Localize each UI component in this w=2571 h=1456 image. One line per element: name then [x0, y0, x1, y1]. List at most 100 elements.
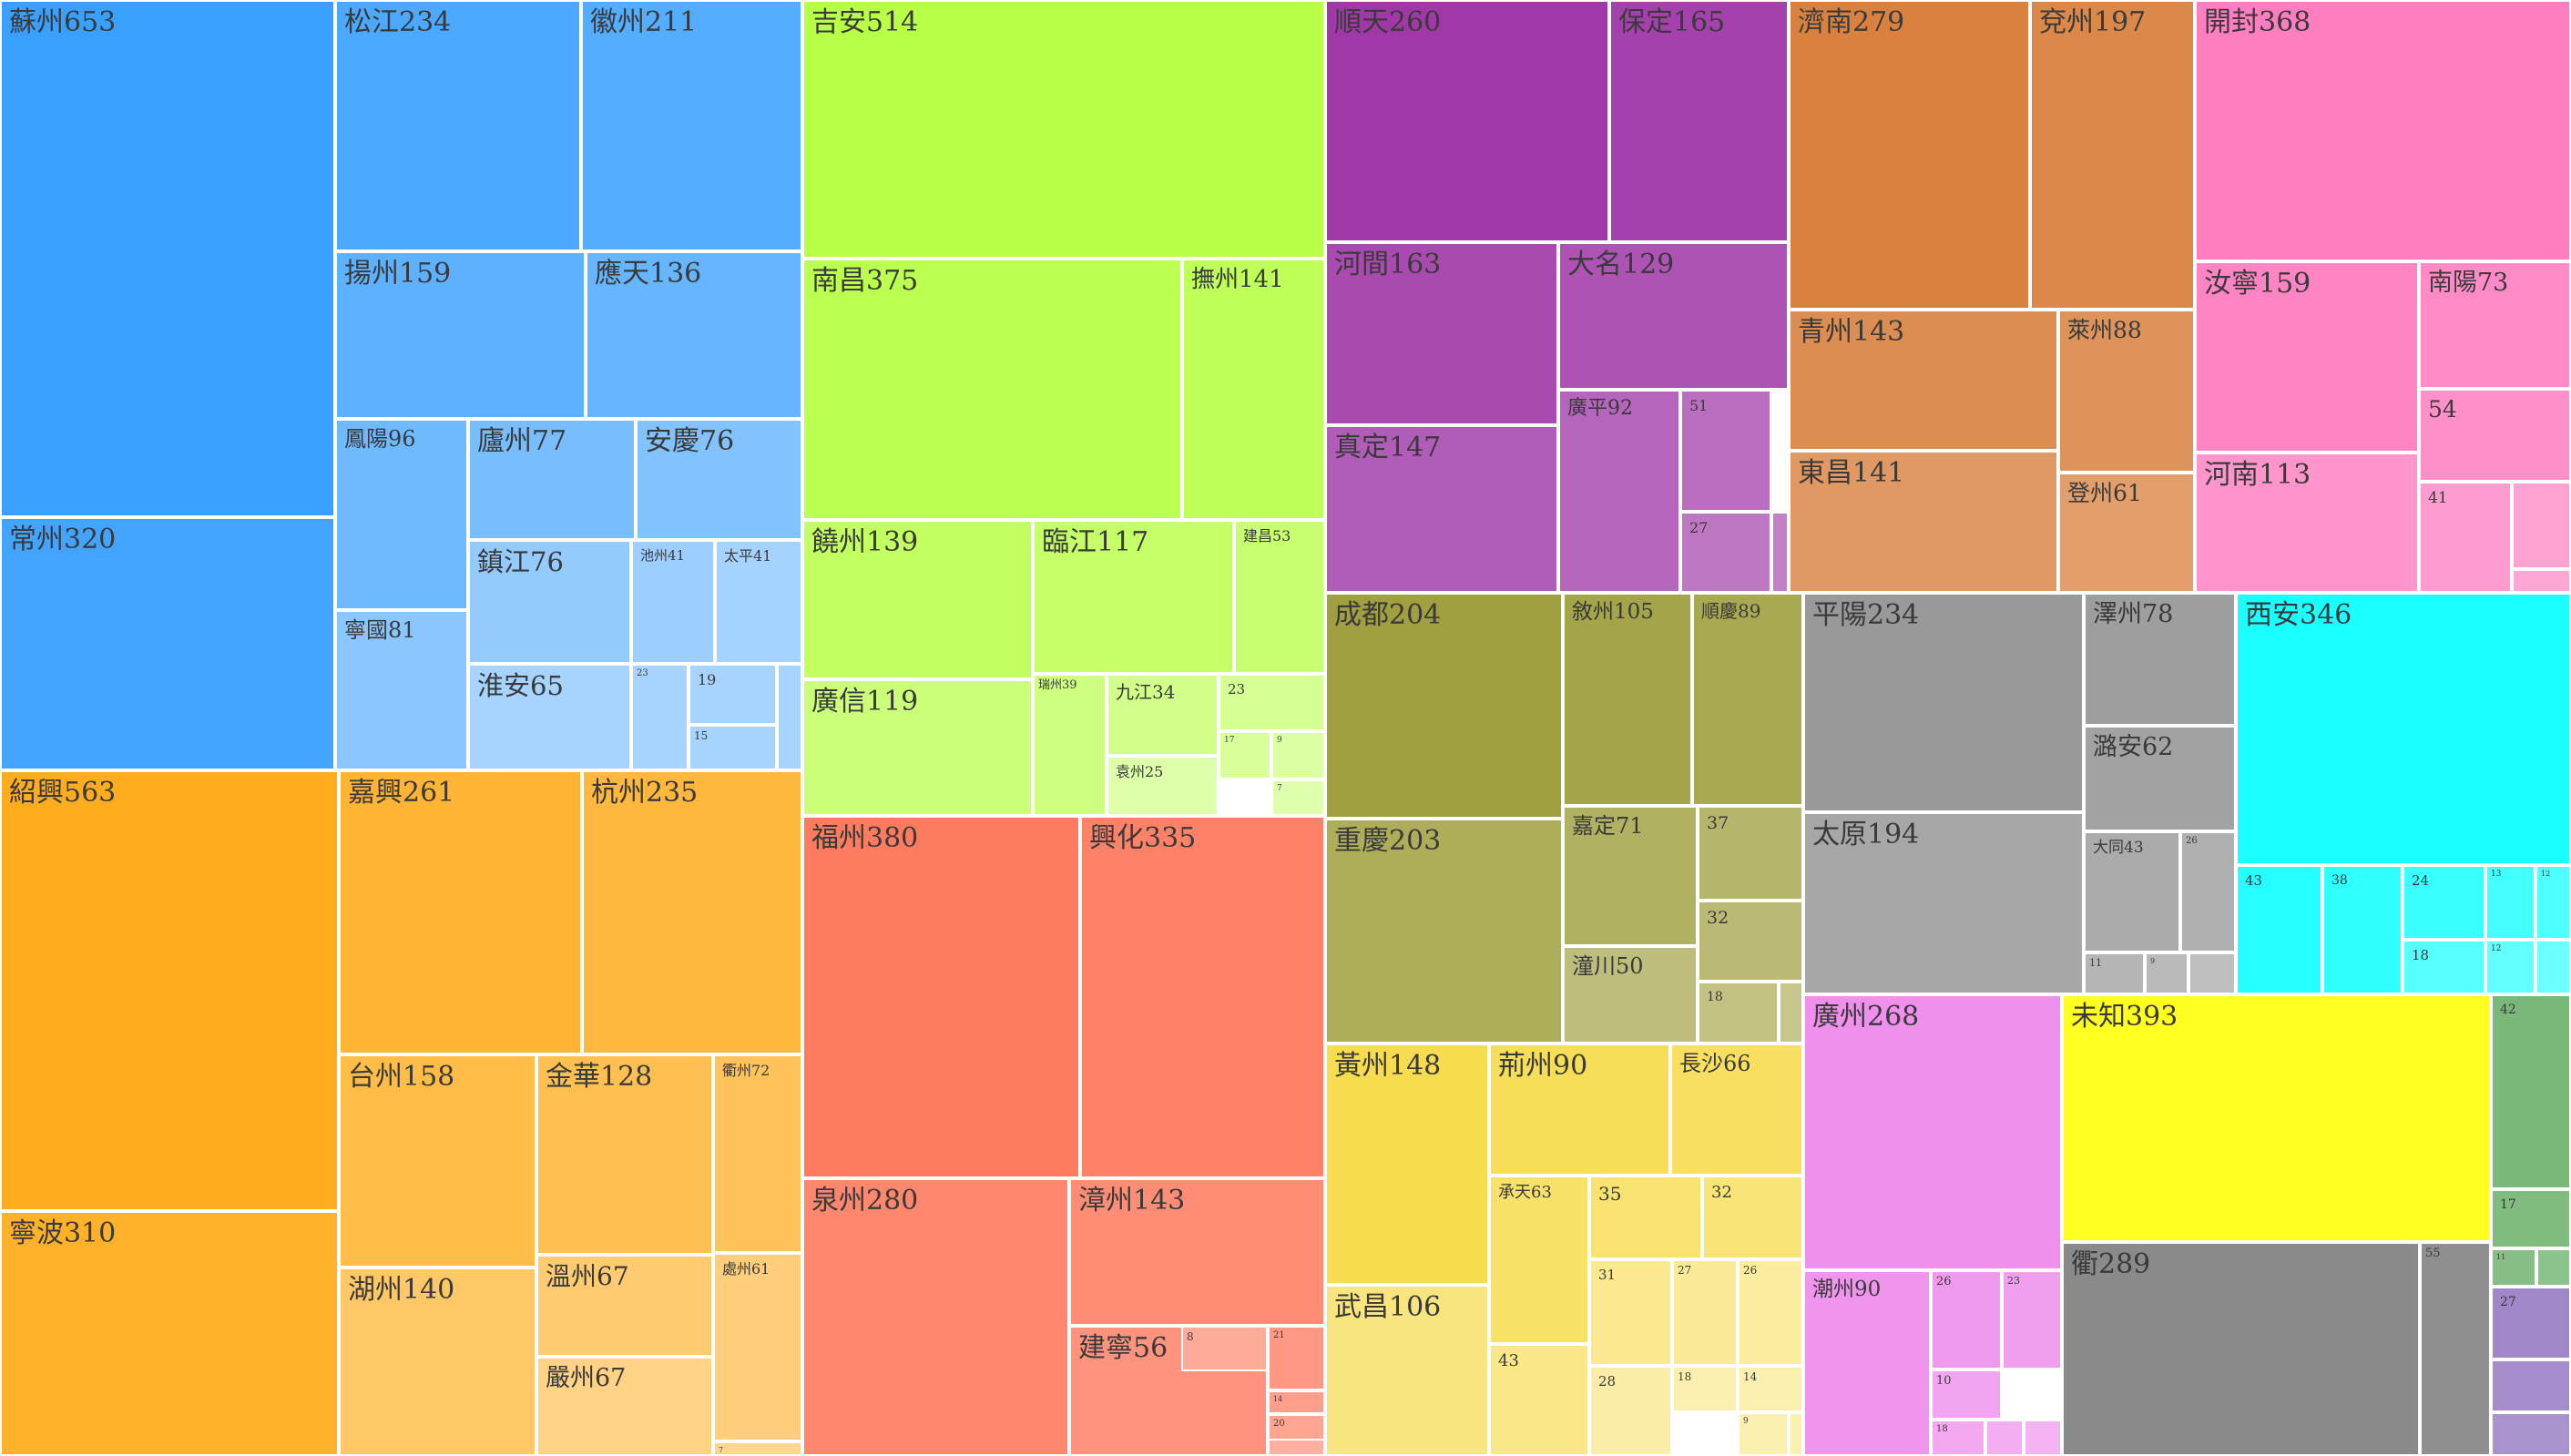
treemap-cell-label: 寧波310: [9, 1217, 117, 1249]
treemap-cell-label: 瑞州39: [1038, 678, 1077, 692]
treemap-cell-label: 安慶76: [645, 425, 735, 457]
treemap-cell: 31: [1589, 1259, 1672, 1366]
treemap-cell: 松江234: [335, 0, 581, 251]
treemap-cell: 11: [2084, 952, 2145, 994]
treemap-cell-label: 開封368: [2204, 6, 2311, 38]
treemap-cell: 鳳陽96: [335, 419, 468, 610]
treemap-cell-label: 14: [1273, 1395, 1283, 1403]
treemap-cell-label: 嚴州67: [546, 1364, 627, 1392]
treemap-cell-label: 台州158: [348, 1061, 455, 1093]
treemap-cell-label: 建寧56: [1078, 1332, 1168, 1364]
treemap-cell: 28: [1589, 1366, 1672, 1456]
treemap-cell: 濟南279: [1789, 0, 2030, 310]
treemap-cell-label: 吉安514: [811, 6, 919, 38]
treemap-cell-label: 泉州280: [811, 1185, 919, 1217]
treemap-cell: 潮州90: [1803, 1270, 1931, 1456]
treemap-cell-label: 撫州141: [1191, 266, 1284, 293]
treemap-cell-label: 18: [1936, 1424, 1948, 1434]
treemap-cell-label: 漳州143: [1078, 1185, 1186, 1217]
treemap-cell-label: 南昌375: [811, 265, 919, 297]
treemap-cell-label: 11: [2089, 957, 2102, 969]
treemap-cell: 應天136: [586, 251, 802, 419]
treemap-cell-label: 真定147: [1334, 432, 1442, 463]
treemap-cell: 32: [1702, 1176, 1803, 1259]
treemap-cell-label: 池州41: [640, 547, 686, 564]
treemap-cell-label: 32: [1711, 1183, 1732, 1202]
treemap-cell-label: 18: [1707, 990, 1723, 1004]
treemap-cell: 9: [1738, 1412, 1789, 1456]
treemap-cell: 河間163: [1325, 242, 1558, 425]
treemap-cell: 廣信119: [802, 679, 1033, 816]
treemap-cell-label: 37: [1707, 813, 1729, 833]
treemap-cell-label: 18: [1678, 1370, 1692, 1383]
treemap-cell: 寧國81: [335, 610, 468, 770]
treemap-cell: 18: [1698, 982, 1779, 1044]
treemap-cell-label: 保定165: [1618, 6, 1726, 38]
treemap-cell-label: 24: [2412, 872, 2430, 889]
treemap-cell-label: 潼川50: [1572, 953, 1644, 979]
treemap-cell-label: 青州143: [1798, 316, 1905, 348]
treemap-cell: 南昌375: [802, 259, 1182, 520]
treemap-cell-label: 廣州268: [1812, 1001, 1920, 1033]
treemap-cell: 19: [689, 664, 777, 725]
treemap-cell: 廣州268: [1803, 994, 2062, 1270]
treemap-cell: 嚴州67: [536, 1357, 713, 1456]
treemap-cell: 蘇州653: [0, 0, 335, 517]
treemap-cell-label: 徽州211: [590, 6, 698, 38]
treemap-cell: 武昌106: [1325, 1285, 1489, 1456]
treemap-cell-label: 21: [1273, 1330, 1285, 1340]
treemap-cell-label: 順天260: [1334, 6, 1442, 38]
treemap-cell-label: 建昌53: [1243, 527, 1291, 545]
treemap-cell: [1985, 1420, 2024, 1456]
treemap-cell: 淮安65: [468, 664, 631, 770]
treemap-cell-label: 平陽234: [1812, 599, 1920, 631]
treemap-cell: 32: [1698, 901, 1803, 982]
treemap-cell: 26: [1738, 1259, 1803, 1366]
treemap-cell: 54: [2419, 389, 2571, 482]
treemap-cell: 27: [1680, 512, 1771, 593]
treemap-cell-label: 19: [698, 671, 717, 688]
treemap-cell: 潼川50: [1563, 946, 1698, 1044]
treemap-cell-label: 26: [2186, 836, 2198, 846]
treemap-cell-label: 萊州88: [2067, 317, 2142, 343]
treemap-cell: [777, 664, 802, 770]
treemap-cell-label: 17: [2500, 1197, 2516, 1212]
treemap-cell-label: 濟南279: [1798, 6, 1905, 38]
treemap-cell: [2188, 952, 2236, 994]
treemap-cell: 26: [2180, 831, 2236, 952]
treemap-cell: 重慶203: [1325, 819, 1563, 1044]
treemap-cell-label: 長沙66: [1679, 1051, 1751, 1076]
treemap-cell-label: 河間163: [1334, 249, 1442, 280]
treemap-cell: 8: [1181, 1326, 1268, 1371]
treemap-cell: 饒州139: [802, 520, 1033, 679]
treemap-cell-label: 潮州90: [1812, 1278, 1882, 1301]
treemap-cell: [1789, 1412, 1803, 1456]
treemap-cell: 14: [1268, 1390, 1325, 1414]
treemap-cell: 潞安62: [2084, 726, 2236, 831]
treemap-cell-label: 51: [1689, 397, 1709, 414]
treemap-cell: 7: [1271, 779, 1325, 816]
treemap-cell: 平陽234: [1803, 593, 2084, 812]
treemap-cell: 登州61: [2058, 473, 2195, 593]
treemap-cell-label: 荊州90: [1498, 1050, 1588, 1082]
treemap-cell-label: 55: [2425, 1247, 2441, 1260]
treemap-cell: 瑞州39: [1033, 674, 1107, 816]
treemap-cell: 14: [1738, 1366, 1803, 1412]
treemap-cell: 衢289: [2062, 1242, 2420, 1456]
treemap-cell-label: 鳳陽96: [344, 426, 416, 452]
treemap-cell: [2512, 569, 2571, 593]
treemap-cell: 10: [1931, 1369, 2002, 1420]
treemap-cell: 臨江117: [1033, 520, 1234, 674]
treemap-cell-label: 黃州148: [1334, 1050, 1442, 1082]
treemap-cell-label: 23: [1228, 681, 1246, 697]
treemap-cell: 西安346: [2236, 593, 2571, 865]
treemap-cell: 泉州280: [802, 1178, 1069, 1456]
treemap-cell: 常州320: [0, 517, 335, 770]
treemap-cell: 吉安514: [802, 0, 1325, 259]
treemap-cell-label: 20: [1273, 1419, 1285, 1429]
treemap-cell-label: 9: [2150, 957, 2156, 965]
treemap-cell: 長沙66: [1670, 1044, 1803, 1176]
treemap-cell: 18: [1931, 1420, 1985, 1456]
treemap-cell-label: 鎮江76: [477, 546, 564, 577]
